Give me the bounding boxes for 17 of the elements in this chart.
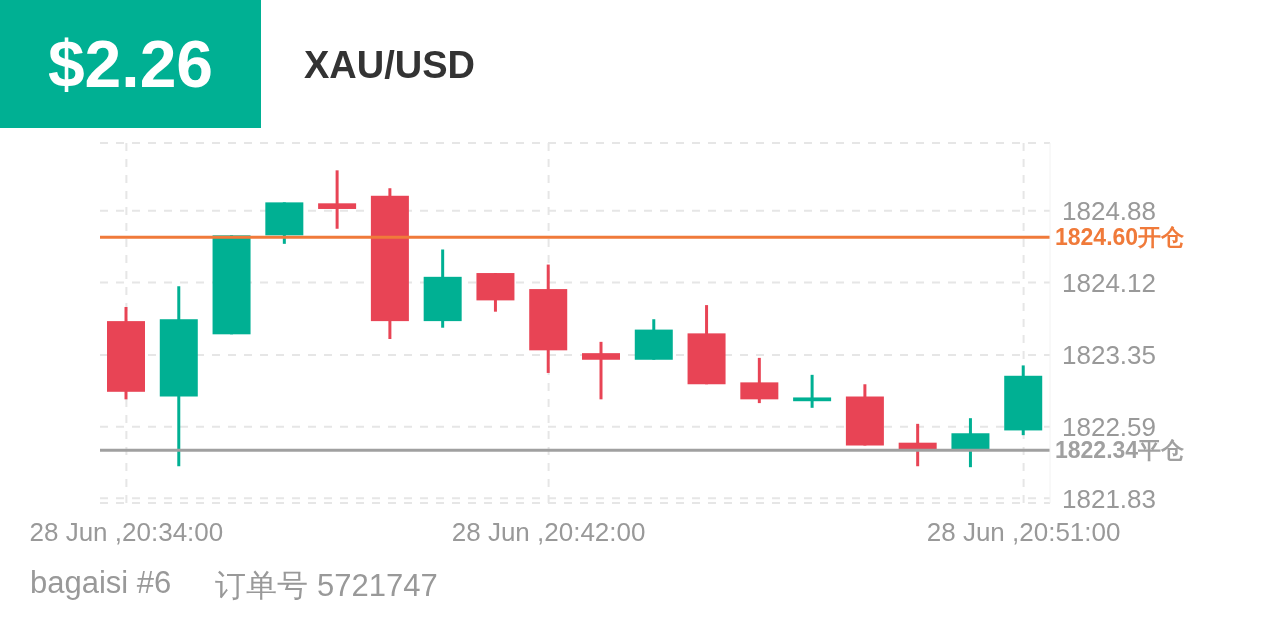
x-tick-label: 28 Jun ,20:34:00: [29, 517, 224, 548]
y-tick-label: 1823.35: [1062, 340, 1156, 371]
x-tick-label: 28 Jun ,20:51:00: [926, 517, 1121, 548]
candlestick: [318, 170, 357, 229]
y-tick-label: 1821.83: [1062, 483, 1156, 514]
candlestick: [793, 373, 832, 408]
ref-line-label: 1822.34平仓: [1055, 437, 1186, 464]
y-tick-label: 1824.88: [1062, 196, 1156, 227]
chart-title: $2.26: [47, 26, 214, 102]
text: bagaisi #6: [30, 565, 172, 602]
chart-subtitle: XAU/USD: [304, 44, 476, 87]
ref-line-label: 1824.60开仓: [1055, 224, 1186, 251]
y-tick-label: 1824.12: [1062, 267, 1156, 298]
x-tick-label: 28 Jun ,20:42:00: [451, 517, 646, 548]
candlestick: [898, 422, 937, 467]
text: 订单号 5721747: [215, 567, 438, 605]
candlestick: [582, 340, 620, 400]
